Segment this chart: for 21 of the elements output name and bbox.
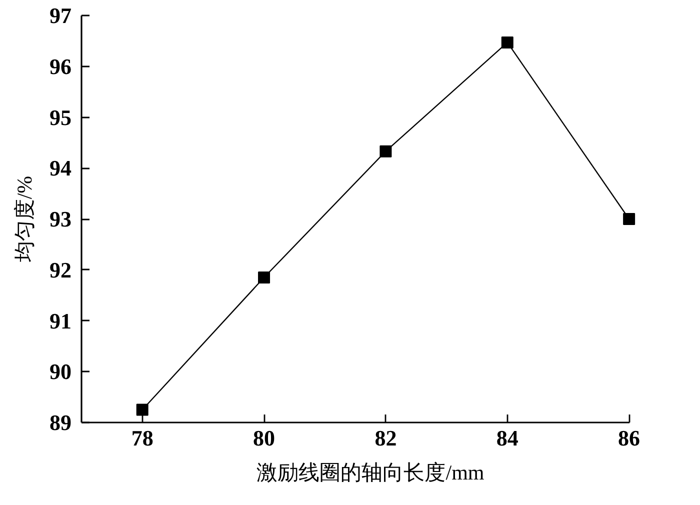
x-tick-label: 84: [496, 426, 518, 450]
y-tick-label: 97: [50, 3, 72, 28]
point: [380, 145, 392, 158]
y-tick-label: 89: [50, 410, 72, 435]
y-axis-title: 均匀度/%: [12, 176, 36, 264]
x-tick-label: 80: [253, 426, 276, 450]
y-tick-label: 90: [50, 359, 72, 384]
y-tick-label: 94: [50, 156, 72, 181]
x-tick-label: 78: [131, 426, 154, 450]
y-tick-label: 92: [50, 257, 72, 282]
y-tick-label: 91: [50, 308, 72, 334]
point: [136, 404, 148, 416]
point: [501, 36, 514, 48]
x-tick-label: 82: [374, 426, 397, 450]
point: [258, 272, 270, 284]
point: [623, 213, 636, 225]
y-tick-label: 95: [50, 104, 72, 130]
x-axis-title: 激励线圈的轴向长度/mm: [256, 460, 484, 484]
x-tick-label: 86: [618, 426, 640, 450]
y-tick-label: 96: [50, 54, 72, 79]
y-tick-label: 93: [50, 206, 72, 232]
